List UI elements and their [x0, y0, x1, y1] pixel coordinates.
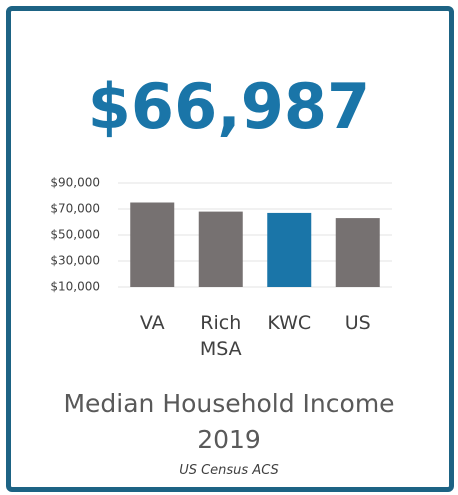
y-tick-label: $30,000	[50, 254, 100, 268]
bar	[198, 211, 243, 287]
x-tick-label: US	[344, 312, 371, 334]
x-tick-label: VA	[139, 312, 165, 334]
bar	[267, 212, 312, 287]
chart-title: Median Household Income 2019	[63, 389, 395, 454]
bar	[130, 202, 175, 287]
y-tick-label: $70,000	[50, 202, 100, 216]
headline: $66,987	[87, 70, 371, 143]
y-tick-label: $50,000	[50, 228, 100, 242]
bar	[335, 218, 380, 287]
x-tick-label: Rich MSA	[199, 312, 242, 360]
source: US Census ACS	[179, 463, 279, 478]
y-tick-label: $90,000	[50, 176, 100, 190]
x-tick-label: KWC	[267, 312, 312, 334]
y-tick-label: $10,000	[50, 280, 100, 294]
